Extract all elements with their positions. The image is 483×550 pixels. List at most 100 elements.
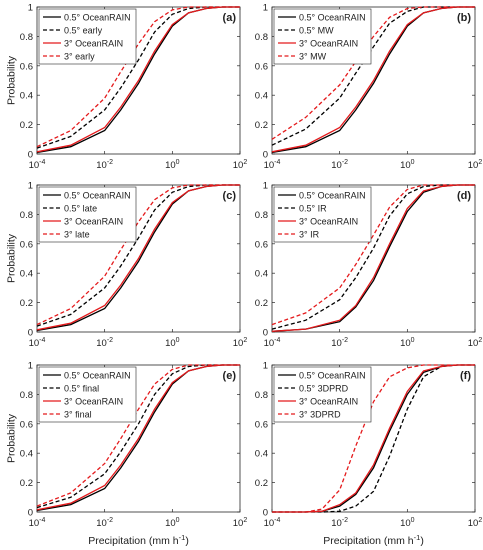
legend-label: 0.5° OceanRAIN xyxy=(64,191,131,201)
y-tick-label: 0.2 xyxy=(255,478,268,489)
x-tick-label: 10-4 xyxy=(29,517,46,529)
chart-panel-2: 0 0.2 0.4 0.6 0.8 1 10-4 10-2 100 102 (c) 0.5° Ocea… xyxy=(6,181,248,350)
panel-label: (f) xyxy=(460,370,471,382)
x-tick-label: 102 xyxy=(233,337,248,349)
y-tick-label: 0 xyxy=(263,150,268,161)
legend-label: 0.5° OceanRAIN xyxy=(64,371,131,381)
y-tick-label: 0.8 xyxy=(20,32,33,43)
x-tick-label: 10-4 xyxy=(29,159,46,171)
y-tick-label: 0 xyxy=(28,150,33,161)
x-tick-label: 102 xyxy=(468,337,483,349)
legend-box xyxy=(38,8,137,65)
legend-label: 3° OceanRAIN xyxy=(64,39,123,49)
legend-label: 0.5° 3DPRD xyxy=(299,384,349,394)
legend-label: 0.5° early xyxy=(64,26,103,36)
y-tick-label: 0.6 xyxy=(255,419,268,430)
x-tick-label: 100 xyxy=(165,517,180,529)
x-tick-label: 102 xyxy=(468,159,483,171)
y-tick-label: 0.4 xyxy=(20,269,33,280)
y-axis-label: Probability xyxy=(6,233,18,283)
legend: 0.5° OceanRAIN 0.5° MW 3° OceanRAIN 3° MW xyxy=(273,8,372,65)
chart-panel-1: 0 0.2 0.4 0.6 0.8 1 10-4 10-2 100 102 (b) 0.5° Ocea… xyxy=(255,3,483,172)
y-tick-label: 0.4 xyxy=(255,269,268,280)
y-tick-label: 0.8 xyxy=(255,390,268,401)
x-axis-label-close: ) xyxy=(420,535,424,547)
x-tick-label: 10-4 xyxy=(29,337,46,349)
legend-box xyxy=(273,366,372,423)
x-tick-label: 10-4 xyxy=(264,337,281,349)
y-tick-label: 1 xyxy=(28,181,33,192)
series-line-2 xyxy=(271,6,475,153)
legend: 0.5° OceanRAIN 0.5° final 3° OceanRAIN 3° f… xyxy=(38,366,137,423)
x-tick-label: 10-2 xyxy=(96,159,113,171)
x-tick-label: 100 xyxy=(165,337,180,349)
y-tick-label: 0.8 xyxy=(20,210,33,221)
y-axis-label: Probability xyxy=(6,55,18,105)
y-tick-label: 0.2 xyxy=(255,298,268,309)
x-axis-label-text: Precipitation (mm h xyxy=(88,535,179,547)
x-axis-label-text: Precipitation (mm h xyxy=(323,535,414,547)
chart-panel-5: 0 0.2 0.4 0.6 0.8 1 10-4 10-2 100 102 (f) 0.5° Ocea… xyxy=(255,361,483,548)
legend-label: 3° late xyxy=(64,230,90,240)
chart-panel-4: 0 0.2 0.4 0.6 0.8 1 10-4 10-2 100 102 (e) 0.5° Ocea… xyxy=(6,361,248,548)
x-tick-label: 10-4 xyxy=(264,159,281,171)
chart-panel-0: 0 0.2 0.4 0.6 0.8 1 10-4 10-2 100 102 (a) 0.5° Ocea… xyxy=(6,3,248,172)
x-tick-label: 100 xyxy=(400,517,415,529)
series-line-3 xyxy=(271,6,475,140)
series-line-2 xyxy=(36,364,240,511)
y-tick-label: 0.8 xyxy=(255,210,268,221)
legend-label: 3° IR xyxy=(299,230,320,240)
legend-label: 0.5° OceanRAIN xyxy=(299,191,366,201)
panel-label: (d) xyxy=(457,190,471,202)
legend-label: 3° early xyxy=(64,52,95,62)
y-tick-label: 0 xyxy=(28,328,33,339)
legend: 0.5° OceanRAIN 0.5° late 3° OceanRAIN 3° la… xyxy=(38,186,137,243)
x-axis-label: Precipitation (mm h-1) xyxy=(323,533,424,547)
y-tick-label: 1 xyxy=(263,361,268,372)
legend-label: 3° OceanRAIN xyxy=(64,397,123,407)
legend-box xyxy=(38,366,137,423)
legend-box xyxy=(273,8,372,65)
legend-label: 0.5° OceanRAIN xyxy=(299,13,366,23)
y-tick-label: 0.4 xyxy=(20,91,33,102)
legend-label: 3° OceanRAIN xyxy=(299,397,358,407)
series-line-2 xyxy=(36,184,240,331)
x-tick-label: 100 xyxy=(400,159,415,171)
legend-label: 3° final xyxy=(64,410,92,420)
legend-label: 0.5° OceanRAIN xyxy=(299,371,366,381)
panel-label: (e) xyxy=(223,370,237,382)
x-axis-label-close: ) xyxy=(185,535,189,547)
x-tick-label: 100 xyxy=(400,337,415,349)
legend: 0.5° OceanRAIN 0.5° early 3° OceanRAIN 3° e… xyxy=(38,8,137,65)
y-tick-label: 0.4 xyxy=(255,91,268,102)
legend-label: 3° OceanRAIN xyxy=(299,39,358,49)
chart-panel-3: 0 0.2 0.4 0.6 0.8 1 10-4 10-2 100 102 (d) 0.5° Ocea… xyxy=(255,181,483,350)
y-tick-label: 0.4 xyxy=(255,449,268,460)
y-tick-label: 0.2 xyxy=(255,120,268,131)
panel-label: (c) xyxy=(223,190,237,202)
x-axis-label: Precipitation (mm h-1) xyxy=(88,533,189,547)
y-tick-label: 0.2 xyxy=(20,478,33,489)
x-tick-label: 10-4 xyxy=(264,517,281,529)
legend-label: 3° OceanRAIN xyxy=(299,217,358,227)
x-tick-label: 10-2 xyxy=(96,517,113,529)
series-line-2 xyxy=(272,364,475,513)
legend: 0.5° OceanRAIN 0.5° IR 3° OceanRAIN 3° IR xyxy=(273,186,372,243)
y-tick-label: 0 xyxy=(263,328,268,339)
y-tick-label: 0.4 xyxy=(20,449,33,460)
legend-label: 0.5° IR xyxy=(299,204,327,214)
x-tick-label: 102 xyxy=(233,159,248,171)
y-tick-label: 0.6 xyxy=(255,239,268,250)
y-tick-label: 0 xyxy=(28,508,33,519)
legend-label: 0.5° late xyxy=(64,204,97,214)
y-tick-label: 0.8 xyxy=(255,32,268,43)
x-axis-label-sup: -1 xyxy=(414,533,421,542)
legend-label: 0.5° OceanRAIN xyxy=(64,13,131,23)
series-line-3 xyxy=(36,364,240,507)
series-line-3 xyxy=(36,184,240,326)
y-tick-label: 1 xyxy=(28,361,33,372)
y-tick-label: 0.8 xyxy=(20,390,33,401)
x-tick-label: 10-2 xyxy=(96,337,113,349)
legend-label: 3° OceanRAIN xyxy=(64,217,123,227)
y-tick-label: 0.6 xyxy=(20,419,33,430)
